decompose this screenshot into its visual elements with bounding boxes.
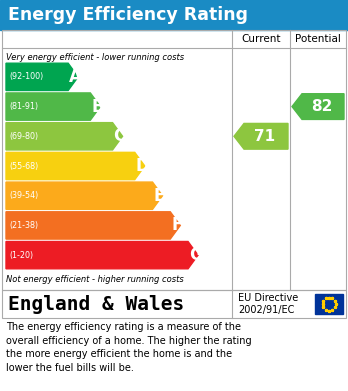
Text: EU Directive
2002/91/EC: EU Directive 2002/91/EC [238,293,298,315]
Text: Potential: Potential [295,34,341,44]
Text: C: C [113,127,126,145]
Text: Very energy efficient - lower running costs: Very energy efficient - lower running co… [6,52,184,61]
Text: Energy Efficiency Rating: Energy Efficiency Rating [8,6,248,24]
Text: (39-54): (39-54) [9,191,38,200]
Text: England & Wales: England & Wales [8,294,184,314]
Polygon shape [6,152,145,179]
Polygon shape [6,123,122,150]
Polygon shape [6,182,163,209]
Bar [2,30,346,290]
Text: (55-68): (55-68) [9,161,38,170]
Text: F: F [171,217,183,235]
Polygon shape [6,63,78,90]
Text: (81-91): (81-91) [9,102,38,111]
Polygon shape [6,242,198,269]
Text: A: A [69,68,82,86]
Text: 82: 82 [311,99,333,114]
Polygon shape [6,93,100,120]
Bar [315,294,343,314]
Text: 71: 71 [254,129,276,144]
Bar [0,0,348,30]
Polygon shape [292,94,344,119]
Text: The energy efficiency rating is a measure of the
overall efficiency of a home. T: The energy efficiency rating is a measur… [6,322,252,373]
Text: G: G [189,246,203,264]
Text: (21-38): (21-38) [9,221,38,230]
Text: (1-20): (1-20) [9,251,33,260]
Polygon shape [234,124,288,149]
Polygon shape [6,212,180,239]
Text: E: E [153,187,165,205]
Text: D: D [136,157,150,175]
Bar [2,290,346,318]
Text: (92-100): (92-100) [9,72,43,81]
Text: Current: Current [241,34,281,44]
Text: (69-80): (69-80) [9,132,38,141]
Text: Not energy efficient - higher running costs: Not energy efficient - higher running co… [6,276,184,285]
Text: B: B [92,98,104,116]
